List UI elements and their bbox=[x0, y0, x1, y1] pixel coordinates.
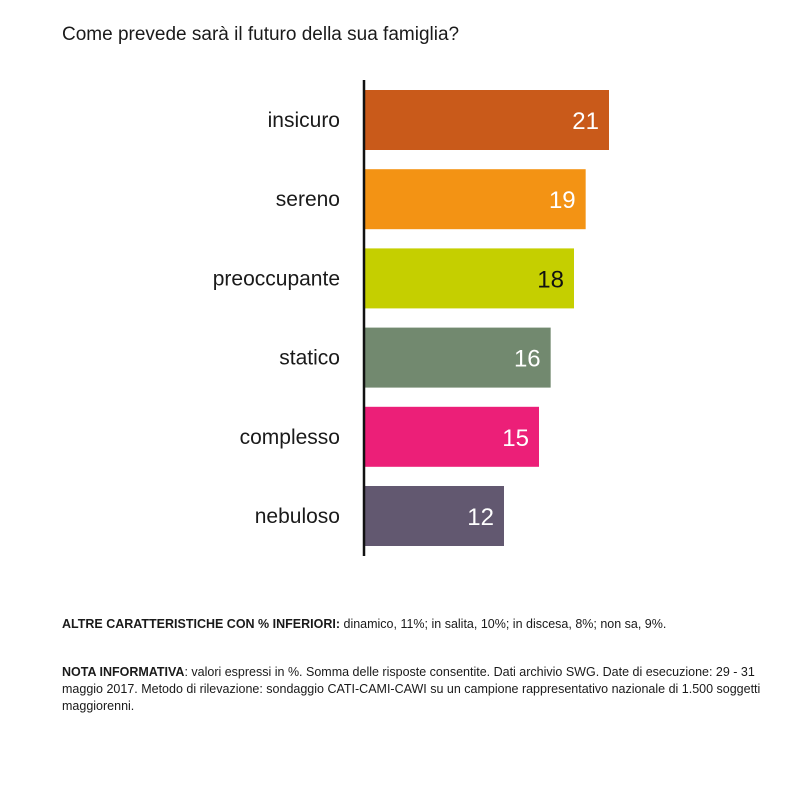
value-label-preoccupante: 18 bbox=[537, 266, 564, 293]
other-characteristics-text: dinamico, 11%; in salita, 10%; in disces… bbox=[340, 617, 667, 631]
informative-note: NOTA INFORMATIVA: valori espressi in %. … bbox=[62, 664, 762, 715]
informative-note-text: : valori espressi in %. Somma delle risp… bbox=[62, 665, 761, 713]
bar-nebuloso bbox=[364, 486, 504, 546]
value-label-insicuro: 21 bbox=[572, 108, 599, 135]
category-label-statico: statico bbox=[279, 347, 340, 370]
bar-sereno bbox=[364, 169, 586, 230]
category-label-complesso: complesso bbox=[240, 426, 340, 449]
bar-complesso bbox=[364, 406, 539, 467]
value-label-complesso: 15 bbox=[502, 425, 529, 452]
informative-note-heading: NOTA INFORMATIVA bbox=[62, 665, 185, 679]
other-characteristics-note: ALTRE CARATTERISTICHE CON % INFERIORI: d… bbox=[62, 616, 762, 633]
category-label-insicuro: insicuro bbox=[268, 109, 340, 132]
bar-statico bbox=[364, 327, 551, 388]
bar-insicuro bbox=[364, 90, 609, 150]
chart-title: Come prevede sarà il futuro della sua fa… bbox=[62, 24, 460, 45]
value-label-nebuloso: 12 bbox=[467, 504, 494, 531]
other-characteristics-heading: ALTRE CARATTERISTICHE CON % INFERIORI: bbox=[62, 617, 341, 631]
category-label-preoccupante: preoccupante bbox=[213, 267, 340, 290]
value-label-statico: 16 bbox=[514, 346, 541, 373]
bar-chart: insicuro 21 sereno 19 preoccupante 18 statico 1… bbox=[213, 80, 609, 556]
bar-preoccupante bbox=[364, 248, 574, 309]
value-label-sereno: 19 bbox=[549, 187, 576, 214]
category-label-sereno: sereno bbox=[276, 188, 340, 211]
category-label-nebuloso: nebuloso bbox=[255, 505, 340, 528]
